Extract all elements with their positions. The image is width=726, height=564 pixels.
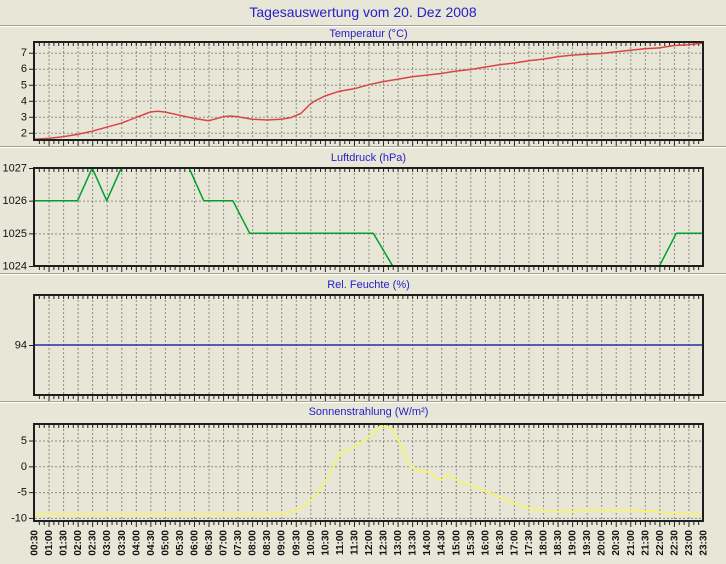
y-axis-label: 3 bbox=[21, 111, 27, 123]
x-axis-label: 12:30 bbox=[379, 530, 390, 556]
x-axis-label: 15:30 bbox=[466, 530, 477, 556]
y-axis-label: 4 bbox=[21, 95, 27, 107]
x-axis-label: 22:00 bbox=[655, 530, 666, 556]
x-axis-label: 14:30 bbox=[437, 530, 448, 556]
y-axis-label: 1025 bbox=[3, 228, 27, 240]
x-axis-label: 10:00 bbox=[306, 530, 317, 556]
x-axis-label: 03:30 bbox=[117, 530, 128, 556]
x-axis-labels: 00:30 01:00 01:30 02:00 02:30 03:00 03:30 04:00… bbox=[30, 530, 710, 556]
divider bbox=[0, 273, 726, 275]
x-axis-label: 11:30 bbox=[349, 530, 360, 555]
x-axis-label: 22:30 bbox=[669, 530, 680, 556]
x-axis-label: 02:00 bbox=[73, 530, 84, 556]
x-axis-label: 15:00 bbox=[451, 530, 462, 556]
y-axis-label: 1027 bbox=[3, 163, 27, 175]
y-axis-label: 5 bbox=[21, 79, 27, 91]
chart-title-temperatur: Temperatur (°C) bbox=[329, 28, 408, 40]
x-axis-label: 13:00 bbox=[393, 530, 404, 556]
divider bbox=[0, 401, 726, 403]
x-axis-label: 19:30 bbox=[582, 530, 593, 556]
y-axis-label: -10 bbox=[11, 512, 27, 524]
x-axis-label: 09:30 bbox=[291, 530, 302, 556]
x-axis-label: 20:00 bbox=[597, 530, 608, 556]
divider bbox=[0, 25, 726, 27]
x-axis-label: 13:30 bbox=[408, 530, 419, 556]
divider bbox=[0, 146, 726, 148]
x-axis-label: 18:30 bbox=[553, 530, 564, 556]
x-axis-label: 19:00 bbox=[568, 530, 579, 556]
series-Sonnenstrahlung bbox=[35, 425, 702, 516]
plot-border bbox=[33, 167, 704, 267]
x-axis-label: 02:30 bbox=[88, 530, 99, 556]
vertical-gridlines bbox=[48, 169, 690, 265]
x-axis-label: 23:00 bbox=[684, 530, 695, 556]
x-axis-label: 16:00 bbox=[480, 530, 491, 556]
x-axis-label: 21:30 bbox=[640, 530, 651, 556]
y-axis-label: 6 bbox=[21, 63, 27, 75]
x-axis-label: 16:30 bbox=[495, 530, 506, 556]
x-axis-label: 21:00 bbox=[626, 530, 637, 556]
x-axis-label: 17:30 bbox=[524, 530, 535, 556]
series-line bbox=[35, 425, 702, 516]
plot-border bbox=[33, 294, 704, 396]
plot-border bbox=[33, 41, 704, 141]
series-line bbox=[35, 43, 702, 139]
x-axis-label: 05:00 bbox=[160, 530, 171, 556]
x-axis-label: 06:30 bbox=[204, 530, 215, 556]
x-axis-label: 04:30 bbox=[146, 530, 157, 556]
y-axis-label: 1024 bbox=[3, 261, 27, 273]
y-axis-label: 0 bbox=[21, 461, 27, 473]
x-axis-label: 07:00 bbox=[219, 530, 230, 556]
axis-ticks bbox=[29, 296, 700, 401]
chart-title-rel-feuchte: Rel. Feuchte (%) bbox=[327, 279, 410, 291]
series-Luftdruck bbox=[35, 169, 702, 265]
x-axis-label: 11:00 bbox=[335, 530, 346, 555]
x-axis-label: 07:30 bbox=[233, 530, 244, 556]
chart-title-sonnenstrahlung: Sonnenstrahlung (W/m²) bbox=[308, 406, 429, 418]
axis-ticks bbox=[29, 43, 700, 146]
chart-1: 1027 1026 1025 1024 bbox=[3, 163, 704, 273]
x-axis-label: 18:00 bbox=[539, 530, 550, 556]
x-axis-label: 06:00 bbox=[189, 530, 200, 556]
x-axis-label: 20:30 bbox=[611, 530, 622, 556]
x-axis-label: 08:30 bbox=[262, 530, 273, 556]
x-axis-label: 03:00 bbox=[102, 530, 113, 556]
x-axis-label: 12:00 bbox=[364, 530, 375, 556]
vertical-gridlines bbox=[48, 425, 690, 520]
x-axis-label: 08:00 bbox=[248, 530, 259, 556]
x-axis-label: 09:00 bbox=[277, 530, 288, 556]
x-axis-label: 01:00 bbox=[44, 530, 55, 556]
chart-3: 5 0 -5 -10 bbox=[11, 423, 704, 527]
vertical-gridlines bbox=[48, 43, 690, 139]
x-axis-label: 04:00 bbox=[131, 530, 142, 556]
chart-0: 7 6 5 4 3 2 bbox=[21, 41, 704, 146]
y-axis-label: 1026 bbox=[3, 195, 27, 207]
x-axis-label: 10:30 bbox=[320, 530, 331, 556]
y-axis-label: 94 bbox=[15, 340, 27, 352]
chart-title-luftdruck: Luftdruck (hPa) bbox=[330, 152, 407, 164]
x-axis-label: 00:30 bbox=[30, 530, 41, 556]
horizontal-gridlines bbox=[35, 440, 702, 519]
y-axis-label: -5 bbox=[17, 487, 27, 499]
horizontal-gridlines bbox=[35, 52, 702, 134]
plot-border bbox=[33, 423, 704, 522]
x-axis-label: 05:30 bbox=[175, 530, 186, 556]
page-title: Tagesauswertung vom 20. Dez 2008 bbox=[249, 4, 477, 20]
chart-2: 94 bbox=[15, 294, 704, 401]
x-axis-label: 17:00 bbox=[509, 530, 520, 556]
axis-ticks bbox=[29, 168, 700, 272]
x-axis-label: 14:00 bbox=[422, 530, 433, 556]
x-axis-label: 23:30 bbox=[699, 530, 710, 556]
y-axis-label: 5 bbox=[21, 435, 27, 447]
series-Temperatur bbox=[35, 43, 702, 139]
y-axis-label: 2 bbox=[21, 127, 27, 139]
y-axis-label: 7 bbox=[21, 47, 27, 59]
series-line bbox=[35, 169, 702, 265]
x-axis-label: 01:30 bbox=[59, 530, 70, 556]
